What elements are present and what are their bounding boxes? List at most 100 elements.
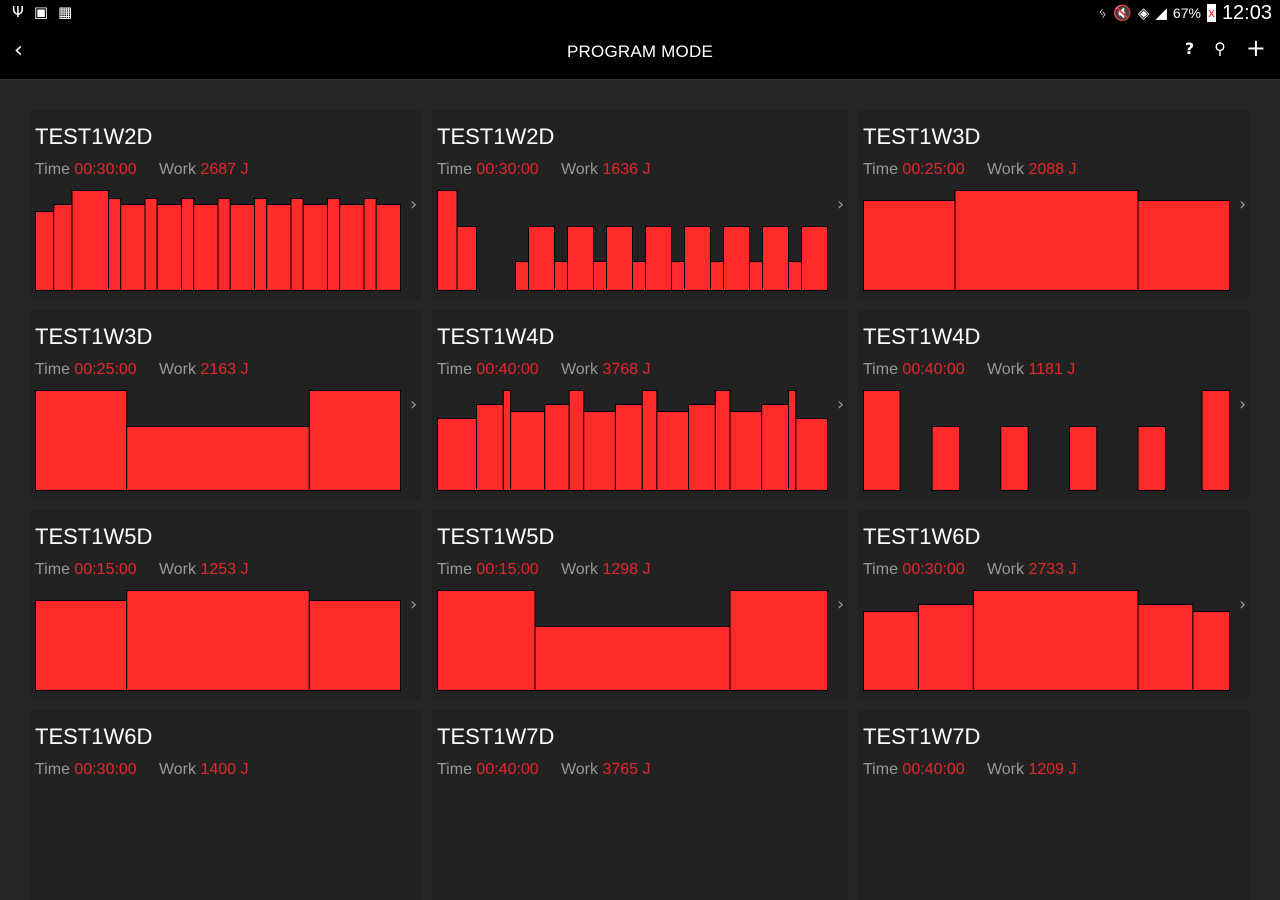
usb-icon: Ψ [12, 3, 24, 21]
program-meta: Time 00:15:00 Work 1298 J [437, 561, 650, 579]
segment-bar [456, 226, 477, 291]
segment-bar [308, 390, 401, 491]
segment-bar [684, 226, 711, 291]
segment-bar [35, 211, 55, 291]
segment-bar [641, 390, 658, 491]
time-label: Time [863, 561, 898, 578]
segment-bar [217, 198, 231, 291]
time-label: Time [863, 161, 898, 178]
time-label: Time [437, 161, 472, 178]
program-meta: Time 00:40:00 Work 3768 J [437, 361, 650, 379]
signal-icon: ◢ [1155, 4, 1167, 22]
program-time: 00:25:00 [902, 161, 965, 178]
segment-bar [534, 626, 731, 691]
program-work: 1400 J [200, 761, 249, 778]
program-meta: Time 00:30:00 Work 2687 J [35, 161, 248, 179]
time-label: Time [437, 561, 472, 578]
segment-bar [437, 190, 458, 291]
segment-bar [308, 600, 401, 691]
segment-bar [863, 611, 919, 691]
work-label: Work [986, 761, 1024, 778]
segment-bar [1201, 390, 1230, 491]
segment-bar [193, 204, 219, 291]
segment-bar [568, 390, 585, 491]
program-time: 00:15:00 [476, 561, 539, 578]
program-work: 2088 J [1028, 161, 1077, 178]
program-time: 00:40:00 [476, 361, 539, 378]
segment-bar [749, 261, 763, 291]
program-card[interactable]: TEST1W5D Time 00:15:00 Work 1253 J › [30, 510, 421, 700]
program-profile-chart [35, 390, 401, 491]
segment-bar [762, 226, 789, 291]
program-card[interactable]: TEST1W2D Time 00:30:00 Work 2687 J › [30, 110, 421, 300]
program-meta: Time 00:30:00 Work 1400 J [35, 761, 248, 779]
segment-bar [863, 390, 901, 491]
segment-bar [671, 261, 685, 291]
segment-bar [972, 590, 1139, 691]
segment-bar [437, 590, 536, 691]
chevron-right-icon[interactable]: › [410, 594, 418, 615]
segment-bar [515, 261, 529, 291]
program-card[interactable]: TEST1W4D Time 00:40:00 Work 1181 J › [858, 310, 1250, 500]
chevron-right-icon[interactable]: › [1239, 194, 1247, 215]
segment-bar [290, 198, 304, 291]
work-label: Work [986, 361, 1024, 378]
work-label: Work [158, 361, 196, 378]
work-label: Work [986, 161, 1024, 178]
program-time: 00:15:00 [74, 561, 137, 578]
time-label: Time [35, 361, 70, 378]
chevron-right-icon[interactable]: › [410, 194, 418, 215]
time-label: Time [437, 761, 472, 778]
program-card[interactable]: TEST1W5D Time 00:15:00 Work 1298 J › [432, 510, 848, 700]
program-name: TEST1W4D [437, 324, 555, 349]
segment-bar [1000, 426, 1029, 491]
work-label: Work [158, 561, 196, 578]
segment-bar [656, 411, 690, 491]
program-work: 1298 J [602, 561, 651, 578]
chevron-right-icon[interactable]: › [837, 194, 845, 215]
program-card[interactable]: TEST1W2D Time 00:30:00 Work 1636 J › [432, 110, 848, 300]
sim-off-icon: ▦ [58, 3, 73, 21]
program-card[interactable]: TEST1W3D Time 00:25:00 Work 2088 J › [858, 110, 1250, 300]
time-label: Time [863, 361, 898, 378]
search-icon[interactable]: ⚲ [1214, 39, 1226, 58]
program-card[interactable]: TEST1W7D Time 00:40:00 Work 1209 J [858, 710, 1250, 900]
program-name: TEST1W5D [437, 524, 555, 549]
program-profile-chart [437, 190, 828, 291]
chevron-right-icon[interactable]: › [1239, 594, 1247, 615]
program-name: TEST1W2D [437, 124, 555, 149]
segment-bar [931, 426, 961, 491]
program-work: 2163 J [200, 361, 249, 378]
segment-bar [688, 404, 716, 491]
chevron-right-icon[interactable]: › [837, 594, 845, 615]
program-work: 3768 J [602, 361, 651, 378]
program-card[interactable]: TEST1W4D Time 00:40:00 Work 3768 J › [432, 310, 848, 500]
chevron-left-icon[interactable]: ‹ [14, 38, 23, 63]
program-card[interactable]: TEST1W6D Time 00:30:00 Work 2733 J › [858, 510, 1250, 700]
chevron-right-icon[interactable]: › [410, 394, 418, 415]
work-label: Work [560, 761, 598, 778]
segment-bar [120, 204, 146, 291]
program-time: 00:40:00 [902, 361, 965, 378]
program-card[interactable]: TEST1W3D Time 00:25:00 Work 2163 J › [30, 310, 421, 500]
segment-bar [788, 390, 797, 491]
chevron-right-icon[interactable]: › [1239, 394, 1247, 415]
program-card[interactable]: TEST1W6D Time 00:30:00 Work 1400 J [30, 710, 421, 900]
program-meta: Time 00:15:00 Work 1253 J [35, 561, 248, 579]
page-title: PROGRAM MODE [567, 42, 713, 61]
help-button[interactable]: ? [1184, 39, 1195, 58]
segment-bar [437, 418, 477, 491]
program-time: 00:40:00 [902, 761, 965, 778]
segment-bar [35, 390, 128, 491]
segment-bar [954, 190, 1139, 291]
segment-bar [156, 204, 182, 291]
work-label: Work [158, 761, 196, 778]
status-bar: Ψ ▣ ▦ ᛃ 🔇 ◈ ◢ 67% x 12:03 [0, 0, 1280, 26]
chevron-right-icon[interactable]: › [837, 394, 845, 415]
program-name: TEST1W6D [863, 524, 981, 549]
program-profile-chart [35, 190, 401, 291]
segment-bar [567, 226, 594, 291]
work-label: Work [986, 561, 1024, 578]
add-button[interactable]: + [1245, 34, 1266, 62]
program-card[interactable]: TEST1W7D Time 00:40:00 Work 3765 J [432, 710, 848, 900]
